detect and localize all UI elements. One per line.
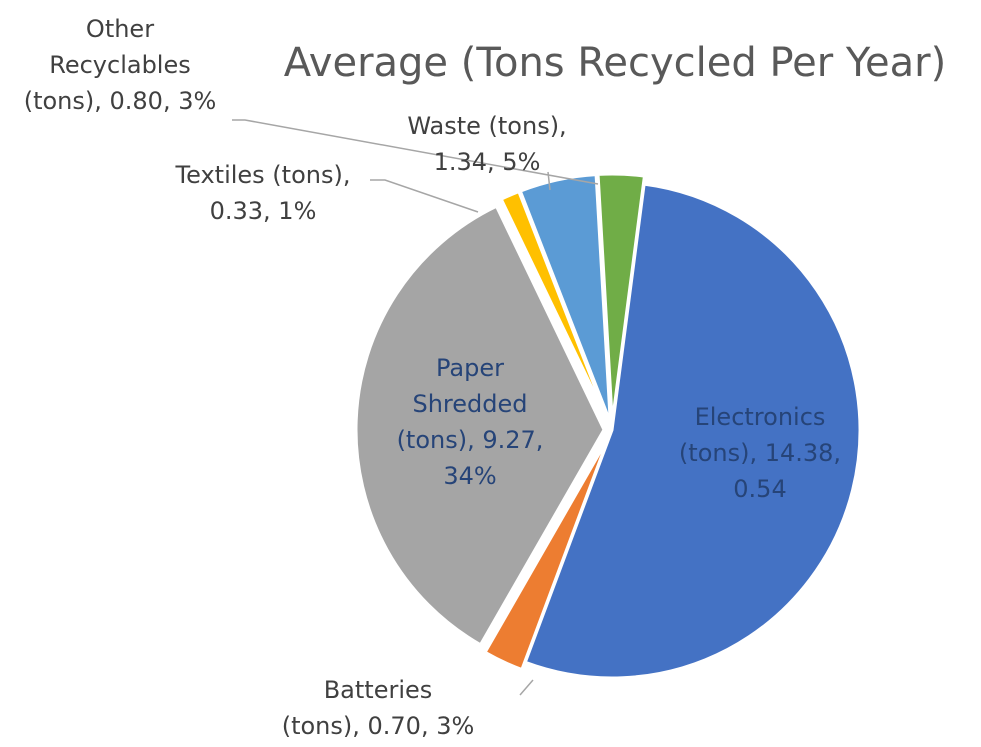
data-label-paper-shredded-tons: Paper Shredded (tons), 9.27, 34% (397, 354, 544, 490)
data-label-line: (tons), 14.38, (679, 439, 841, 467)
pie-slice-paper-shredded-tons (354, 204, 606, 647)
data-label-line: Paper (436, 354, 504, 382)
data-label-line: Electronics (695, 403, 826, 431)
pie-slice-waste-tons (518, 173, 612, 423)
data-label-waste-tons: Waste (tons), 1.34, 5% (407, 112, 566, 176)
pie-slice-electronics-tons (523, 182, 862, 680)
data-label-textiles-tons: Textiles (tons), 0.33, 1% (175, 161, 351, 225)
data-label-electronics-tons: Electronics (tons), 14.38, 0.54 (679, 403, 841, 503)
data-label-batteries-tons: Batteries (tons), 0.70, 3% (282, 676, 475, 740)
pie-slice-batteries-tons (483, 436, 611, 672)
data-label-line: (tons), 9.27, (397, 426, 544, 454)
pie-slice-textiles-tons (499, 189, 611, 424)
data-label-line: Shredded (412, 390, 527, 418)
data-label-line: (tons), 0.80, 3% (24, 87, 217, 115)
data-label-line: Recyclables (49, 51, 191, 79)
data-label-line: 0.33, 1% (210, 197, 317, 225)
data-label-line: 34% (443, 462, 496, 490)
data-label-line: 0.54 (733, 475, 786, 503)
data-labels: Electronics (tons), 14.38, 0.54 Batteries (t… (24, 15, 841, 740)
leader-line-other-recyclables-tons (232, 119, 599, 185)
leader-line-batteries-tons (519, 679, 534, 696)
pie-slices (354, 172, 862, 680)
data-label-line: Batteries (324, 676, 433, 704)
data-label-line: Waste (tons), (407, 112, 566, 140)
data-label-line: Textiles (tons), (175, 161, 351, 189)
data-label-line: (tons), 0.70, 3% (282, 712, 475, 740)
leader-lines (232, 119, 599, 696)
data-label-other-recyclables-tons: Other Recyclables (tons), 0.80, 3% (24, 15, 217, 115)
pie-slice-other-recyclables-tons (596, 172, 647, 423)
data-label-line: 1.34, 5% (434, 148, 541, 176)
data-label-line: Other (86, 15, 154, 43)
chart-title: Average (Tons Recycled Per Year) (284, 40, 946, 86)
leader-line-textiles-tons (370, 179, 479, 213)
